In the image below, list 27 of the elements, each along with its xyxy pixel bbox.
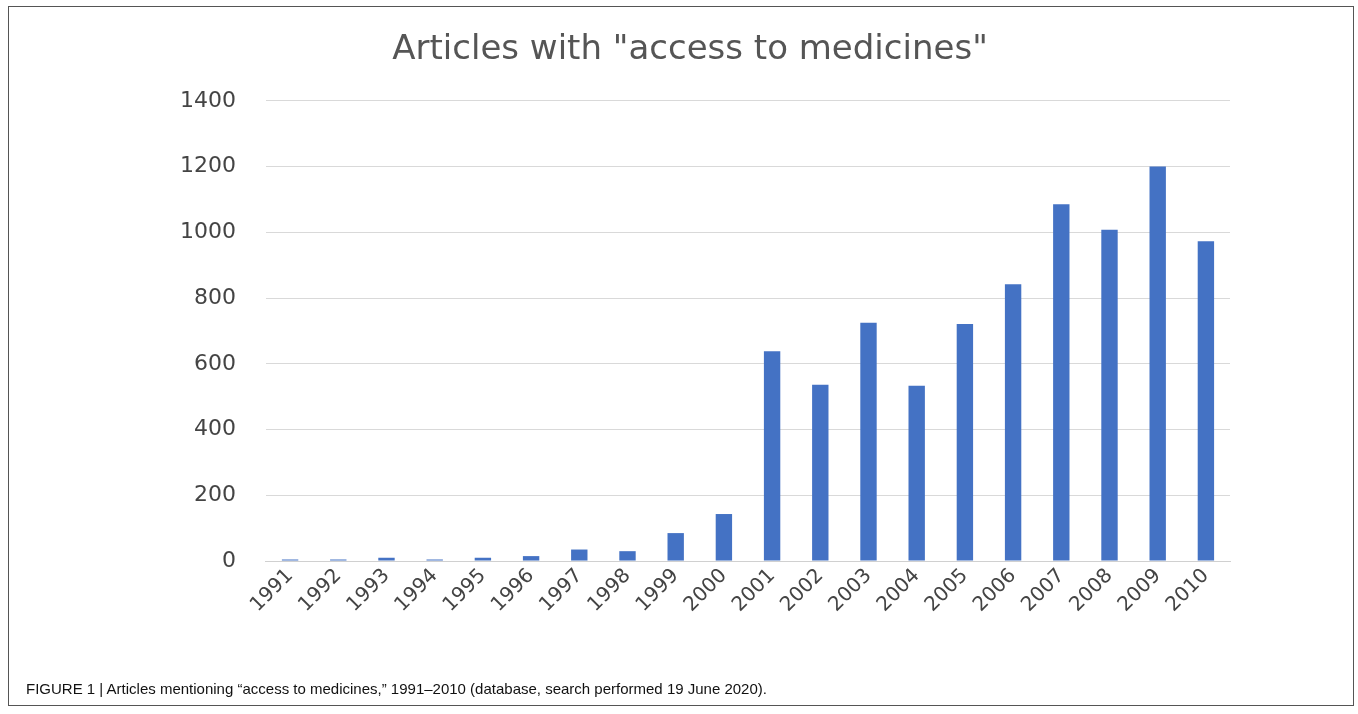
bar <box>1149 166 1166 561</box>
bar <box>812 384 829 561</box>
y-tick-label: 1400 <box>179 86 236 112</box>
bar <box>908 385 925 561</box>
caption: FIGURE 1 | Articles mentioning “access to medicines,” 1991–2010 (database, search performed 19 June 2020). <box>26 680 767 697</box>
y-tick-label: 800 <box>193 283 236 309</box>
bar <box>474 557 492 561</box>
bar <box>1197 241 1215 561</box>
bar <box>667 533 684 561</box>
bar <box>522 556 540 561</box>
y-tick-label: 600 <box>193 349 236 375</box>
bar <box>1004 284 1022 561</box>
y-tick-label: 400 <box>193 415 236 441</box>
bar <box>763 351 781 561</box>
chart-title: Articles with "access to medicines" <box>392 27 988 68</box>
y-tick-label: 0 <box>221 546 236 572</box>
bar <box>571 549 588 561</box>
bar <box>1053 204 1070 561</box>
y-tick-label: 1000 <box>179 218 236 244</box>
bar <box>1101 229 1118 561</box>
y-tick-label: 1200 <box>179 152 236 178</box>
bar <box>956 324 974 561</box>
bar <box>715 514 733 561</box>
y-tick-label: 200 <box>193 481 236 507</box>
bar <box>378 557 395 561</box>
bar <box>860 322 877 561</box>
bar <box>619 551 636 561</box>
